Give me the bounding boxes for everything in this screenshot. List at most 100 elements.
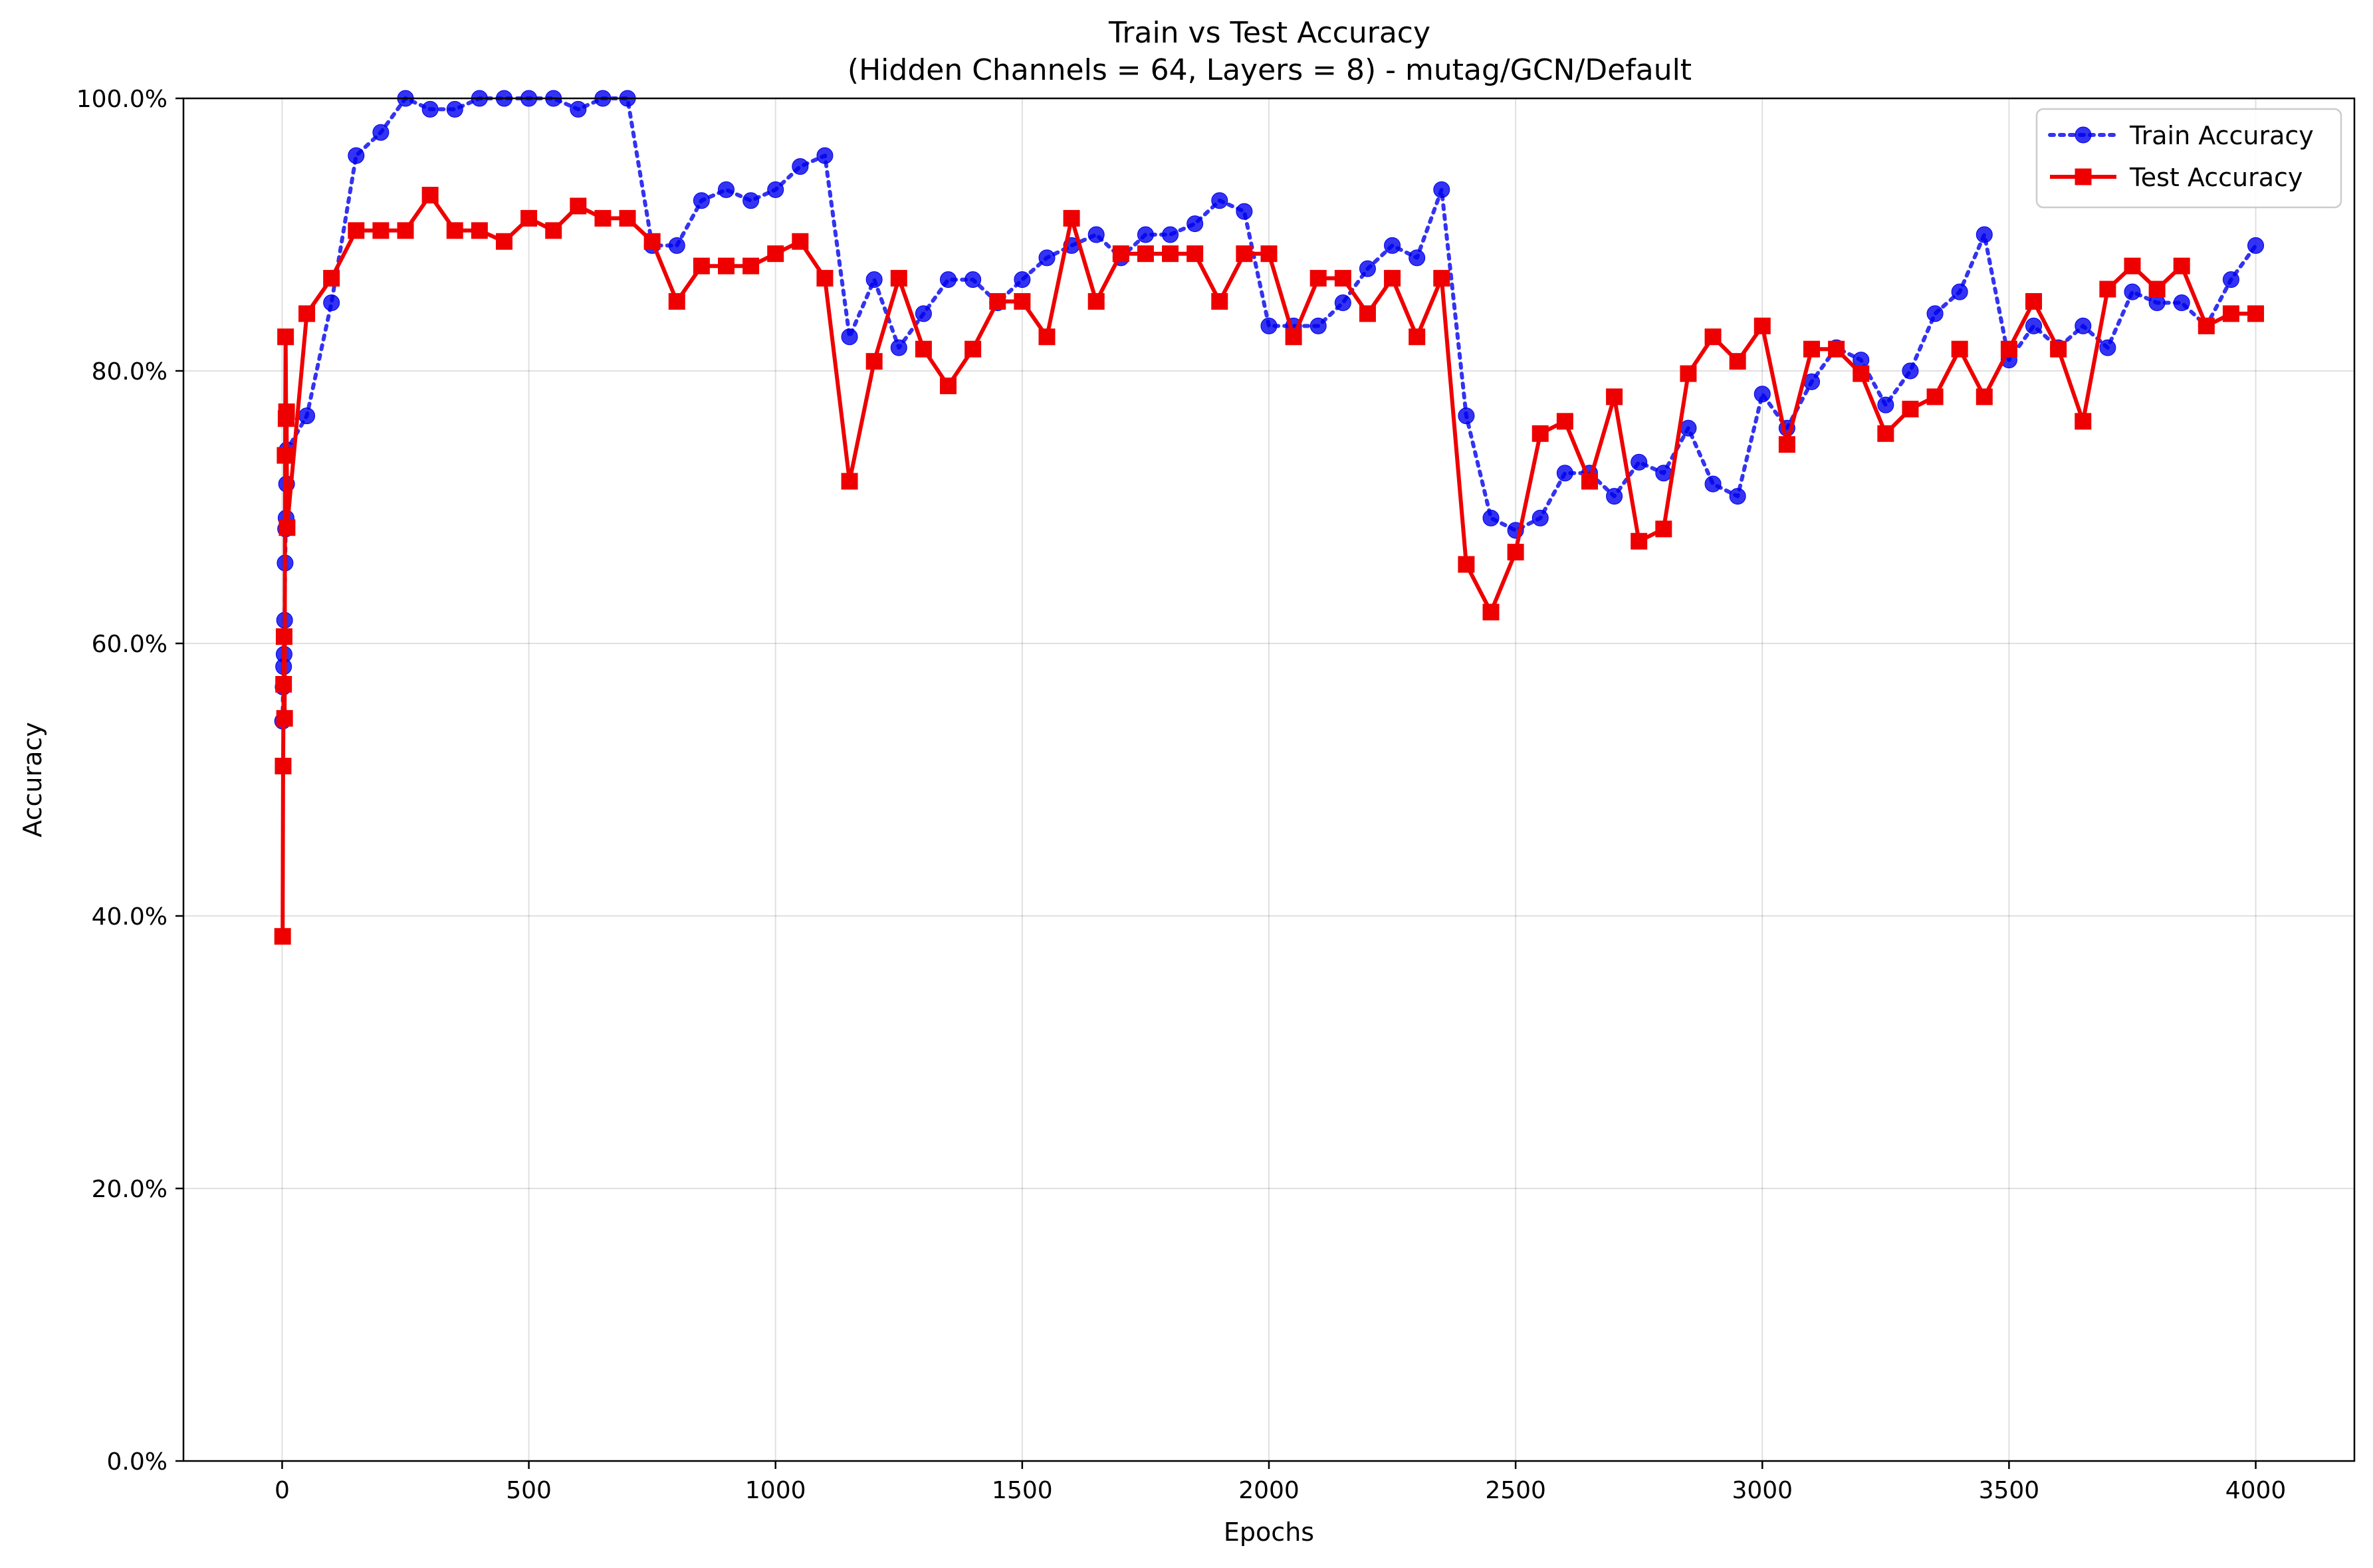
train-accuracy-point	[1385, 237, 1401, 253]
train-accuracy-point	[2026, 318, 2042, 334]
train-accuracy-point	[743, 193, 759, 209]
train-accuracy-point	[2248, 237, 2264, 253]
test-accuracy-point	[373, 223, 389, 239]
test-accuracy-point	[891, 271, 907, 286]
test-accuracy-point	[842, 473, 857, 489]
y-tick-label: 80.0%	[92, 358, 168, 386]
test-accuracy-point	[693, 258, 709, 274]
train-accuracy-point	[373, 124, 389, 140]
train-accuracy-point	[1088, 227, 1104, 243]
test-accuracy-point	[915, 341, 931, 357]
test-accuracy-point	[299, 306, 315, 322]
train-accuracy-point	[1187, 216, 1203, 232]
x-tick-label: 3000	[1732, 1477, 1793, 1504]
test-accuracy-point	[719, 258, 734, 274]
train-accuracy-point	[1434, 181, 1450, 197]
train-accuracy-point	[1680, 420, 1696, 436]
train-accuracy-point	[1483, 510, 1499, 526]
train-accuracy-point	[669, 237, 685, 253]
test-accuracy-point	[2100, 281, 2116, 297]
test-accuracy-point	[521, 210, 537, 226]
test-accuracy-point	[1088, 293, 1104, 309]
test-accuracy-point	[965, 341, 981, 357]
test-accuracy-point	[1163, 246, 1179, 262]
train-accuracy-point	[1310, 318, 1326, 334]
train-accuracy-point	[1878, 397, 1894, 413]
legend-train-label: Train Accuracy	[2129, 121, 2314, 150]
test-accuracy-point	[2001, 341, 2017, 357]
train-accuracy-point	[1163, 227, 1179, 243]
test-accuracy-point	[595, 210, 611, 226]
train-accuracy-point	[1557, 465, 1573, 481]
train-accuracy-point	[1705, 476, 1721, 492]
test-accuracy-point	[2174, 258, 2190, 274]
test-accuracy-point	[1557, 413, 1573, 429]
test-accuracy-point	[2051, 341, 2067, 357]
train-accuracy-point	[1335, 295, 1351, 311]
test-accuracy-point	[1286, 329, 1301, 345]
test-accuracy-point	[1335, 271, 1351, 286]
test-accuracy-point	[276, 677, 292, 693]
train-accuracy-point	[1902, 363, 1918, 379]
chart-title: Train vs Test Accuracy	[1108, 16, 1430, 50]
train-accuracy-point	[768, 181, 784, 197]
test-accuracy-point	[1064, 210, 1079, 226]
test-accuracy-point	[1607, 389, 1623, 405]
test-accuracy-point	[1458, 556, 1474, 572]
test-accuracy-point	[397, 223, 413, 239]
train-accuracy-point	[817, 148, 833, 164]
train-accuracy-point	[1212, 193, 1228, 209]
test-accuracy-point	[546, 223, 562, 239]
test-accuracy-point	[1829, 341, 1845, 357]
x-tick-label: 1000	[745, 1477, 806, 1504]
x-axis-label: Epochs	[1224, 1517, 1314, 1547]
test-accuracy-point	[1804, 341, 1820, 357]
train-accuracy-point	[1607, 489, 1623, 504]
x-tick-label: 2000	[1238, 1477, 1300, 1504]
test-accuracy-point	[792, 233, 808, 249]
train-accuracy-point	[1236, 203, 1252, 219]
test-accuracy-point	[277, 447, 293, 463]
y-tick-label: 0.0%	[107, 1448, 168, 1476]
test-accuracy-point	[279, 404, 294, 420]
train-accuracy-point	[965, 272, 981, 288]
test-accuracy-point	[2124, 258, 2140, 274]
test-accuracy-point	[1483, 604, 1499, 620]
test-accuracy-point	[1310, 271, 1326, 286]
test-accuracy-point	[1113, 246, 1129, 262]
test-accuracy-point	[279, 520, 295, 536]
test-accuracy-point	[278, 329, 294, 345]
test-accuracy-point	[1508, 544, 1524, 560]
test-accuracy-point	[1730, 354, 1746, 370]
chart-subtitle: (Hidden Channels = 64, Layers = 8) - mut…	[848, 53, 1692, 87]
train-accuracy-point	[324, 295, 340, 311]
test-accuracy-point	[1385, 271, 1401, 286]
train-accuracy-point	[1754, 386, 1770, 402]
train-accuracy-point	[422, 101, 438, 117]
train-accuracy-point	[719, 181, 734, 197]
test-accuracy-point	[817, 271, 833, 286]
test-accuracy-point	[990, 293, 1006, 309]
test-accuracy-point	[1014, 293, 1030, 309]
test-accuracy-point	[570, 198, 586, 214]
test-accuracy-point	[1680, 366, 1696, 382]
train-accuracy-point	[1458, 408, 1474, 424]
x-tick-label: 3500	[1979, 1477, 2040, 1504]
train-accuracy-point	[2174, 295, 2190, 311]
test-accuracy-point	[1656, 521, 1672, 537]
test-accuracy-point	[2149, 281, 2165, 297]
test-accuracy-point	[1705, 329, 1721, 345]
train-accuracy-point	[1039, 250, 1055, 266]
test-accuracy-point	[1754, 318, 1770, 334]
test-accuracy-point	[2026, 293, 2042, 309]
test-accuracy-point	[348, 223, 364, 239]
test-accuracy-point	[1581, 473, 1597, 489]
test-accuracy-point	[1039, 329, 1055, 345]
test-accuracy-point	[1236, 246, 1252, 262]
test-accuracy-point	[1212, 293, 1228, 309]
train-accuracy-point	[1261, 318, 1277, 334]
train-accuracy-point	[2223, 272, 2239, 288]
test-accuracy-point	[1878, 425, 1894, 441]
test-accuracy-point	[866, 354, 882, 370]
